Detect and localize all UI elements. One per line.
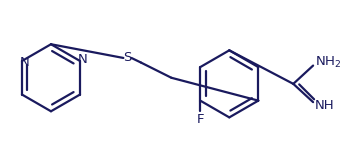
Text: F: F [197,113,204,126]
Text: NH: NH [315,99,334,112]
Text: N: N [19,56,29,69]
Text: N: N [78,53,87,66]
Text: NH$_2$: NH$_2$ [315,55,341,70]
Text: S: S [123,51,131,65]
